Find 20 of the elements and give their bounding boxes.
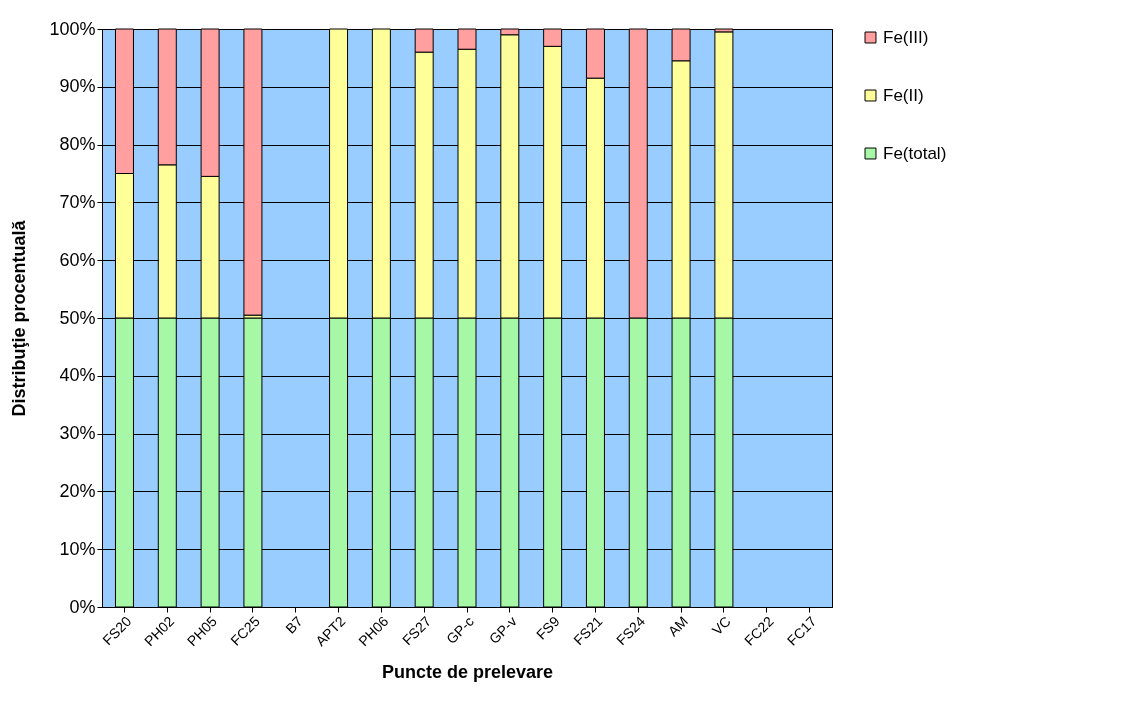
y-tick-label: 90% <box>59 76 96 97</box>
x-tick-label: FS9 <box>533 612 563 643</box>
x-tick-label: B7 <box>282 612 306 637</box>
x-tick-label: AM <box>664 613 691 640</box>
x-tick-label: VC <box>708 613 734 639</box>
y-tick-label: 30% <box>59 423 96 444</box>
y-tick-label: 100% <box>49 18 96 39</box>
legend-label: Fe(II) <box>883 85 924 105</box>
y-tick-label: 60% <box>59 249 96 270</box>
legend-label: Fe(total) <box>883 143 947 163</box>
y-tick-label: 40% <box>59 365 96 386</box>
y-tick-label: 0% <box>69 596 96 617</box>
y-tick-label: 20% <box>59 480 96 501</box>
y-tick-label: 70% <box>59 191 96 212</box>
legend-label: Fe(III) <box>883 27 929 47</box>
x-axis-title: Puncte de prelevare <box>381 662 554 683</box>
y-axis-title: Distribuţie procentuală <box>9 219 30 417</box>
y-tick-label: 50% <box>59 307 96 328</box>
y-tick-label: 10% <box>59 538 96 559</box>
y-tick-label: 80% <box>59 134 96 155</box>
